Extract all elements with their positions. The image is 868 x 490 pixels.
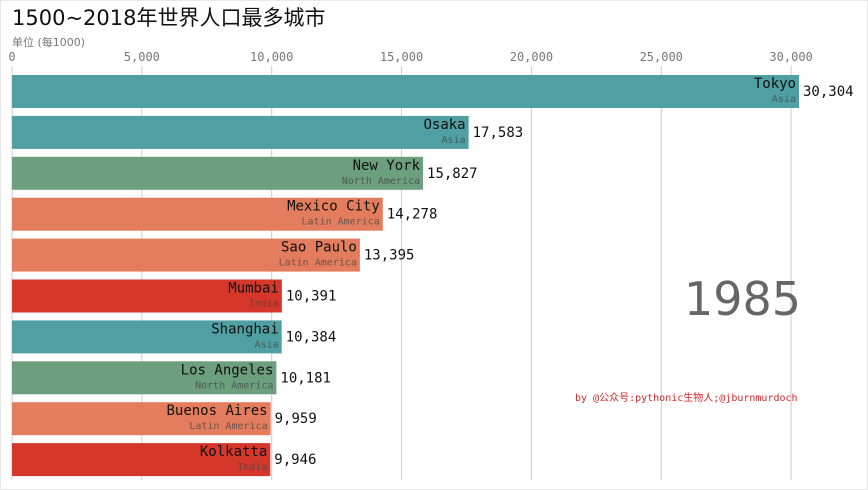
bar <box>12 115 469 149</box>
bar-value-label: 10,384 <box>286 329 337 345</box>
bar <box>12 361 277 395</box>
bar-value-label: 14,278 <box>387 207 438 223</box>
year-label: 1985 <box>684 272 802 326</box>
x-tick-label: 0 <box>8 50 15 64</box>
x-tick-label: 10,000 <box>250 50 293 64</box>
bar-name-label: Sao Paulo <box>281 240 357 256</box>
x-tick-label: 25,000 <box>640 50 683 64</box>
bar-region-label: Latin America <box>302 217 380 228</box>
x-tick-label: 5,000 <box>124 50 160 64</box>
x-tick-label: 20,000 <box>510 50 553 64</box>
bar-name-label: Los Angeles <box>181 362 274 378</box>
bar-value-label: 9,946 <box>274 452 316 468</box>
bar-name-label: Buenos Aires <box>166 403 267 419</box>
bar-region-label: North America <box>195 380 273 391</box>
bar <box>12 156 424 190</box>
bar <box>12 402 271 436</box>
bar-value-label: 9,959 <box>275 411 317 427</box>
chart-title: 1500~2018年世界人口最多城市 <box>12 6 326 30</box>
bar <box>12 238 360 272</box>
bar <box>12 197 383 231</box>
bar-region-label: Latin America <box>189 421 267 432</box>
bar-value-label: 30,304 <box>803 84 854 100</box>
bar <box>12 75 799 108</box>
bar <box>12 443 271 477</box>
bar-value-label: 15,827 <box>427 166 478 182</box>
bar-region-label: Asia <box>255 339 279 350</box>
bar-name-label: Kolkatta <box>200 444 267 460</box>
bar-region-label: Asia <box>772 94 796 105</box>
bar-name-label: New York <box>353 158 421 174</box>
bar-region-label: Asia <box>442 135 466 146</box>
bar-region-label: Latin America <box>279 258 357 269</box>
bar-value-label: 13,395 <box>364 248 415 264</box>
bar-region-label: North America <box>342 176 420 187</box>
bar-region-label: India <box>237 462 267 473</box>
bar-name-label: Mumbai <box>228 281 279 297</box>
bar-value-label: 17,583 <box>473 125 524 141</box>
credit-text: by @公众号:pythonic生物人;@jburnmurdoch <box>575 393 798 404</box>
bar-name-label: Osaka <box>423 117 465 133</box>
x-tick-label: 30,000 <box>769 50 812 64</box>
bar <box>12 320 282 354</box>
bar-name-label: Shanghai <box>211 321 278 337</box>
bar-value-label: 10,391 <box>286 289 337 305</box>
bar <box>12 279 282 313</box>
bar-name-label: Tokyo <box>754 76 796 92</box>
bar-value-label: 10,181 <box>280 370 331 386</box>
bar-name-label: Mexico City <box>287 199 380 215</box>
unit-label: 单位 (每1000) <box>12 36 86 49</box>
x-tick-label: 15,000 <box>380 50 423 64</box>
bar-region-label: India <box>249 299 279 310</box>
